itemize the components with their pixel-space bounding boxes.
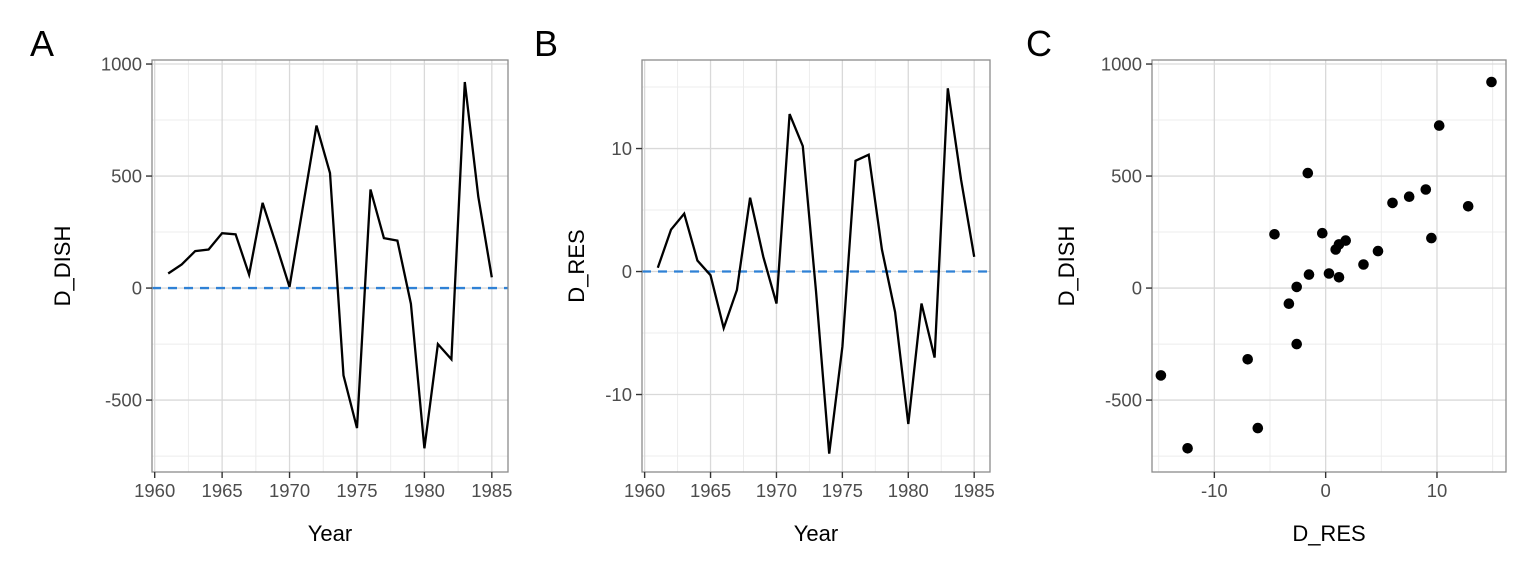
x-axis-title: D_RES bbox=[1292, 521, 1365, 546]
y-axis-title: D_DISH bbox=[50, 226, 75, 307]
data-point bbox=[1252, 422, 1264, 434]
data-point bbox=[1303, 269, 1315, 280]
data-point bbox=[1340, 235, 1351, 246]
data-point bbox=[1242, 354, 1253, 365]
panel-label-C: C bbox=[1026, 23, 1052, 64]
y-axis-title: D_DISH bbox=[1054, 226, 1079, 307]
data-line-d_dish bbox=[167, 81, 493, 449]
y-tick-label: 0 bbox=[1132, 278, 1142, 299]
panel-C: -10 0 10 -500 0 500 1000 D_RES D_DISH C bbox=[1026, 23, 1507, 546]
y-axis-title: D_RES bbox=[564, 229, 589, 302]
data-point bbox=[1182, 443, 1193, 454]
y-tick-label: 1000 bbox=[1101, 54, 1142, 75]
panel-border bbox=[641, 59, 991, 473]
data-point bbox=[1387, 197, 1398, 209]
panel-A: 1960 1965 1970 1975 1980 1985 -500 0 500 1000 Year… bbox=[30, 23, 512, 546]
x-tick-label: 1975 bbox=[822, 480, 863, 501]
x-tick-label: 1980 bbox=[404, 480, 445, 501]
x-tick-label: 10 bbox=[1427, 480, 1448, 501]
data-point bbox=[1372, 245, 1384, 257]
y-tick-label: -500 bbox=[105, 390, 142, 411]
data-point bbox=[1302, 167, 1314, 179]
data-line-d_res bbox=[656, 88, 976, 454]
x-tick-label: 1965 bbox=[690, 480, 731, 501]
panel-label-B: B bbox=[534, 23, 558, 64]
data-point bbox=[1291, 281, 1302, 293]
panel-B: 1960 1965 1970 1975 1980 1985 -10 0 10 Year D_RES B bbox=[534, 23, 995, 546]
data-point bbox=[1155, 370, 1167, 381]
panel-label-A: A bbox=[30, 23, 54, 64]
data-point bbox=[1333, 272, 1345, 283]
x-tick-label: 0 bbox=[1321, 480, 1331, 501]
y-tick-label: 500 bbox=[111, 166, 142, 187]
data-point bbox=[1420, 184, 1432, 195]
data-point bbox=[1462, 201, 1474, 212]
data-point bbox=[1426, 232, 1437, 244]
x-tick-label: 1975 bbox=[336, 480, 377, 501]
x-axis-title: Year bbox=[308, 521, 352, 546]
data-point bbox=[1358, 259, 1369, 270]
y-tick-label: 0 bbox=[622, 261, 632, 282]
x-tick-label: 1970 bbox=[756, 480, 797, 501]
y-tick-label: 500 bbox=[1111, 166, 1142, 187]
data-point bbox=[1283, 298, 1295, 310]
x-tick-label: 1985 bbox=[471, 480, 512, 501]
x-axis-title: Year bbox=[794, 521, 838, 546]
x-tick-label: 1970 bbox=[269, 480, 310, 501]
y-tick-label: -500 bbox=[1105, 390, 1142, 411]
data-point bbox=[1269, 229, 1280, 240]
y-tick-label: 10 bbox=[611, 138, 632, 159]
data-point bbox=[1403, 191, 1415, 202]
panel-border bbox=[151, 59, 509, 473]
x-tick-label: 1960 bbox=[134, 480, 175, 501]
data-point bbox=[1433, 120, 1445, 131]
y-tick-label: -10 bbox=[605, 384, 632, 405]
x-tick-label: 1965 bbox=[202, 480, 243, 501]
data-point bbox=[1317, 227, 1328, 239]
y-tick-label: 0 bbox=[132, 278, 142, 299]
data-point bbox=[1323, 268, 1335, 279]
x-tick-label: 1960 bbox=[624, 480, 665, 501]
x-tick-label: -10 bbox=[1201, 480, 1228, 501]
panel-border bbox=[1151, 59, 1507, 473]
data-point bbox=[1291, 338, 1302, 350]
x-tick-label: 1985 bbox=[954, 480, 995, 501]
y-tick-label: 1000 bbox=[101, 54, 142, 75]
data-point bbox=[1486, 76, 1497, 88]
x-tick-label: 1980 bbox=[888, 480, 929, 501]
